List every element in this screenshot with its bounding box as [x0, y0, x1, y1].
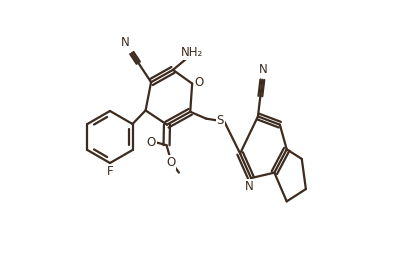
Text: N: N [120, 36, 129, 49]
Text: O: O [147, 136, 156, 149]
Text: N: N [245, 180, 254, 193]
Text: N: N [259, 63, 268, 76]
Text: S: S [217, 114, 224, 127]
Text: NH₂: NH₂ [181, 46, 204, 59]
Text: O: O [194, 76, 204, 89]
Text: O: O [166, 156, 175, 169]
Text: F: F [107, 165, 113, 178]
